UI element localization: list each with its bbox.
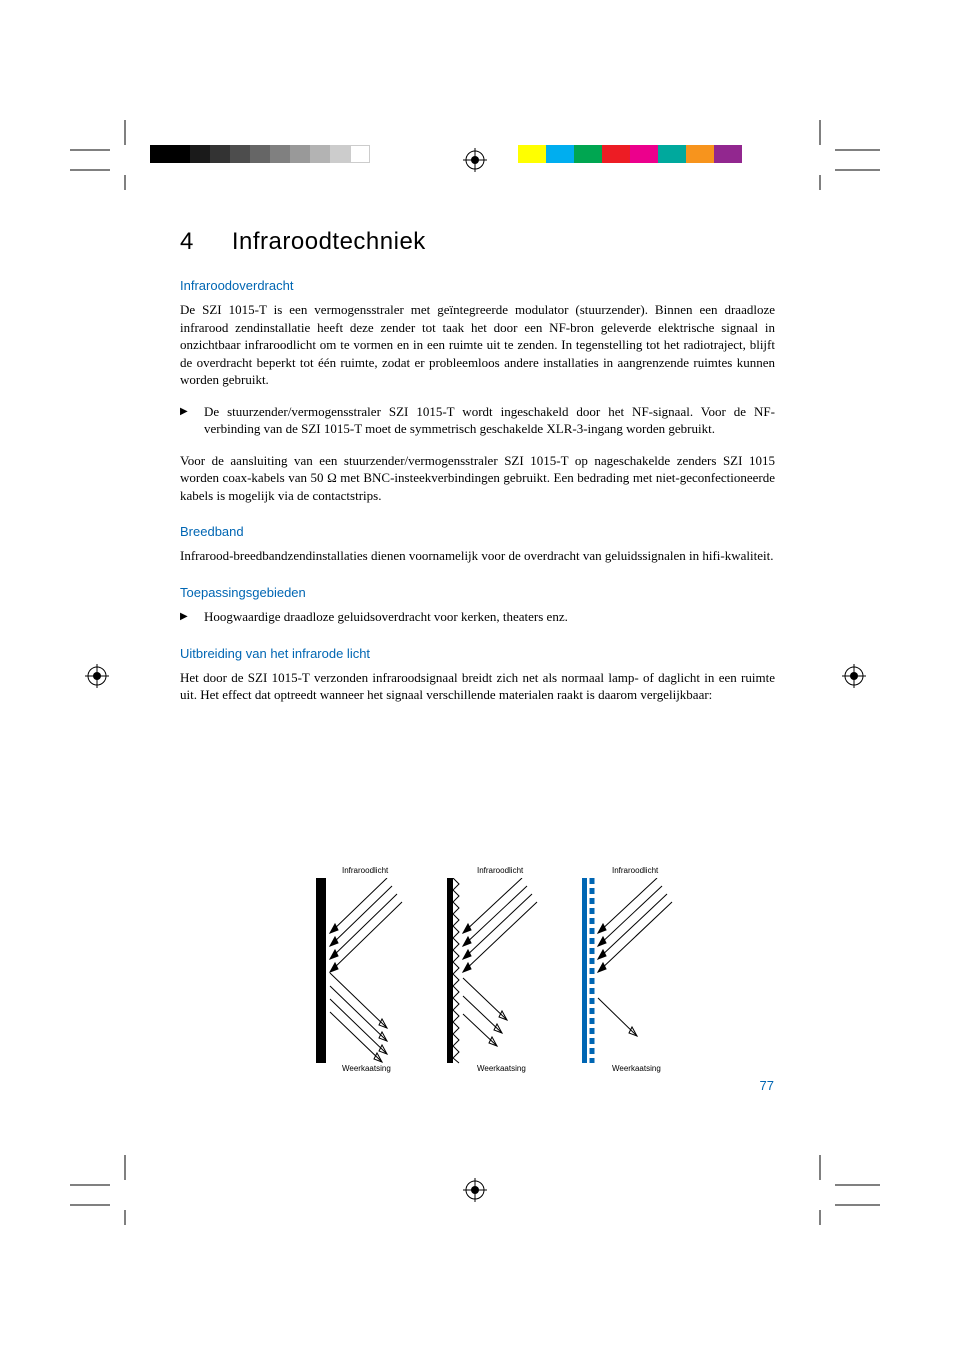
reflection-diagram-solid <box>312 878 447 1068</box>
section-heading-4: Uitbreiding van het infrarode licht <box>180 646 775 661</box>
registration-mark-bottom <box>463 1178 487 1202</box>
chapter-title: 4 Infraroodtechniek <box>180 228 775 256</box>
body-paragraph: Voor de aansluiting van een stuurzender/… <box>180 452 775 505</box>
chapter-title-text: Infraroodtechniek <box>232 228 426 255</box>
body-paragraph: De SZI 1015-T is een vermogensstraler me… <box>180 301 775 389</box>
gray-calibration-bar <box>150 145 370 163</box>
registration-mark-left <box>85 664 109 688</box>
body-paragraph: Het door de SZI 1015-T verzonden infraro… <box>180 669 775 704</box>
reflection-diagram-zigzag <box>447 878 582 1068</box>
page-number: 77 <box>760 1078 774 1093</box>
section-heading-2: Breedband <box>180 524 775 539</box>
section-heading-3: Toepassingsgebieden <box>180 585 775 600</box>
reflection-diagrams: Infraroodlicht Weerkaatsing Infraroodlic… <box>312 866 762 1076</box>
crop-mark-bottom-left <box>70 1155 140 1225</box>
color-calibration-bar <box>518 145 742 163</box>
crop-mark-top-right <box>800 120 890 190</box>
reflection-diagram-dashed <box>582 878 717 1068</box>
registration-mark-right <box>842 664 866 688</box>
section-heading-1: Infraroodoverdracht <box>180 278 775 293</box>
diagram-top-label: Infraroodlicht <box>477 866 523 875</box>
diagram-bottom-label: Weerkaatsing <box>477 1064 526 1073</box>
registration-mark-top <box>463 148 487 172</box>
chapter-number: 4 <box>180 228 194 255</box>
bullet-item: De stuurzender/vermogensstraler SZI 1015… <box>180 403 775 438</box>
bullet-item: Hoogwaardige draadloze geluidsoverdracht… <box>180 608 775 626</box>
diagram-top-label: Infraroodlicht <box>612 866 658 875</box>
diagram-top-label: Infraroodlicht <box>342 866 388 875</box>
diagram-bottom-label: Weerkaatsing <box>612 1064 661 1073</box>
page-content: 4 Infraroodtechniek Infraroodoverdracht D… <box>180 228 775 718</box>
crop-mark-bottom-right <box>800 1155 890 1225</box>
body-paragraph: Infrarood-breedbandzendinstallaties dien… <box>180 547 775 565</box>
diagram-bottom-label: Weerkaatsing <box>342 1064 391 1073</box>
crop-mark-top-left <box>70 120 140 190</box>
